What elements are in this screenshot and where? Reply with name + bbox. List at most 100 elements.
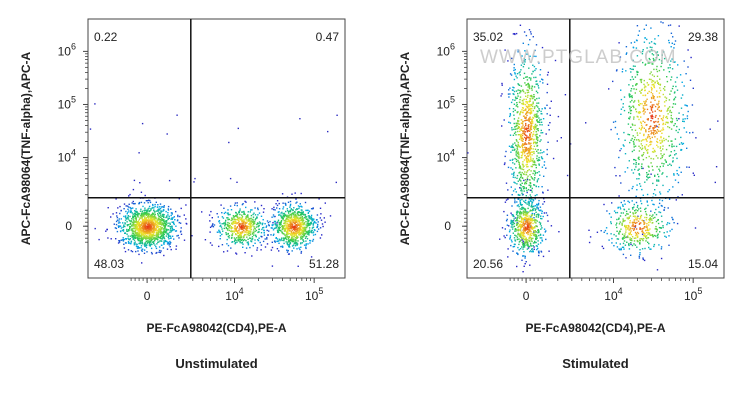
event-dot [535,234,538,236]
event-dot [246,226,249,228]
event-dot [536,157,538,160]
event-dot [119,212,121,215]
event-dot [257,239,259,241]
event-dot [549,114,551,116]
event-dot [526,89,528,91]
event-dot [536,137,538,139]
event-dot [238,236,241,239]
event-dot [535,231,537,233]
event-dot [160,235,163,237]
event-dot [289,227,292,229]
event-dot [638,168,640,170]
event-dot [144,213,147,215]
event-dot [653,125,656,127]
event-dot [293,238,295,240]
event-dot [514,126,516,128]
event-dot [525,157,527,159]
event-dot [658,83,660,85]
event-dot [517,216,519,218]
event-dot [155,245,157,248]
event-dot [521,134,524,137]
event-dot [511,149,514,151]
event-dot [252,213,254,216]
event-dot [226,250,229,252]
event-dot [522,234,524,236]
event-dot [654,43,657,45]
event-dot [639,78,642,81]
event-dot [527,136,529,139]
event-dot [529,136,532,138]
event-dot [295,233,298,235]
event-dot [534,69,536,72]
event-dot [512,134,515,136]
event-dot [285,222,287,224]
event-dot [148,222,150,224]
event-dot [539,121,541,124]
event-dot [162,223,164,225]
event-dot [252,221,254,223]
event-dot [651,46,653,49]
event-dot [689,79,692,81]
event-dot [525,112,528,114]
event-dot [211,224,214,226]
event-dot [547,220,549,222]
event-dot [541,78,543,80]
event-dot [666,117,669,120]
event-dot [518,241,521,243]
event-dot [123,238,125,241]
event-dot [241,232,243,234]
event-dot [522,240,524,243]
event-dot [305,231,308,233]
event-dot [662,123,664,126]
event-dot [525,105,528,108]
event-dot [669,67,671,69]
event-dot [528,232,530,234]
event-dot [168,217,171,219]
event-dot [639,103,641,105]
event-dot [308,219,310,221]
event-dot [157,224,159,226]
event-dot [634,92,636,94]
event-dot [682,118,684,120]
event-dot [665,148,668,151]
event-dot [527,127,530,130]
event-dot [535,219,537,221]
event-dot [532,148,534,150]
event-dot [640,124,643,127]
event-dot [516,229,518,231]
event-dot [525,138,527,140]
event-dot [158,249,161,252]
event-dot [287,238,290,240]
event-dot [244,223,246,225]
event-dot [221,228,223,230]
event-dot [636,233,638,236]
event-dot [228,222,230,225]
event-dot [142,212,144,214]
event-dot [238,228,240,230]
event-dot [645,129,647,131]
event-dot [646,108,649,111]
event-dot [241,242,243,244]
event-dot [285,228,288,230]
event-dot [662,117,664,119]
event-dot [526,221,528,224]
event-dot [647,84,649,86]
event-dot [140,214,143,216]
event-dot [148,227,150,229]
event-dot [159,226,162,228]
event-dot [149,244,151,247]
event-dot [300,233,302,235]
event-dot [154,205,156,208]
event-dot [245,239,247,242]
event-dot [280,215,282,217]
event-dot [285,214,287,216]
event-dot [255,226,258,228]
event-dot [249,223,251,225]
event-dot [150,227,152,229]
event-dot [630,243,632,246]
event-dot [163,209,165,211]
event-dot [539,135,541,137]
event-dot [530,111,532,113]
event-dot [527,247,530,249]
event-dot [614,166,616,169]
